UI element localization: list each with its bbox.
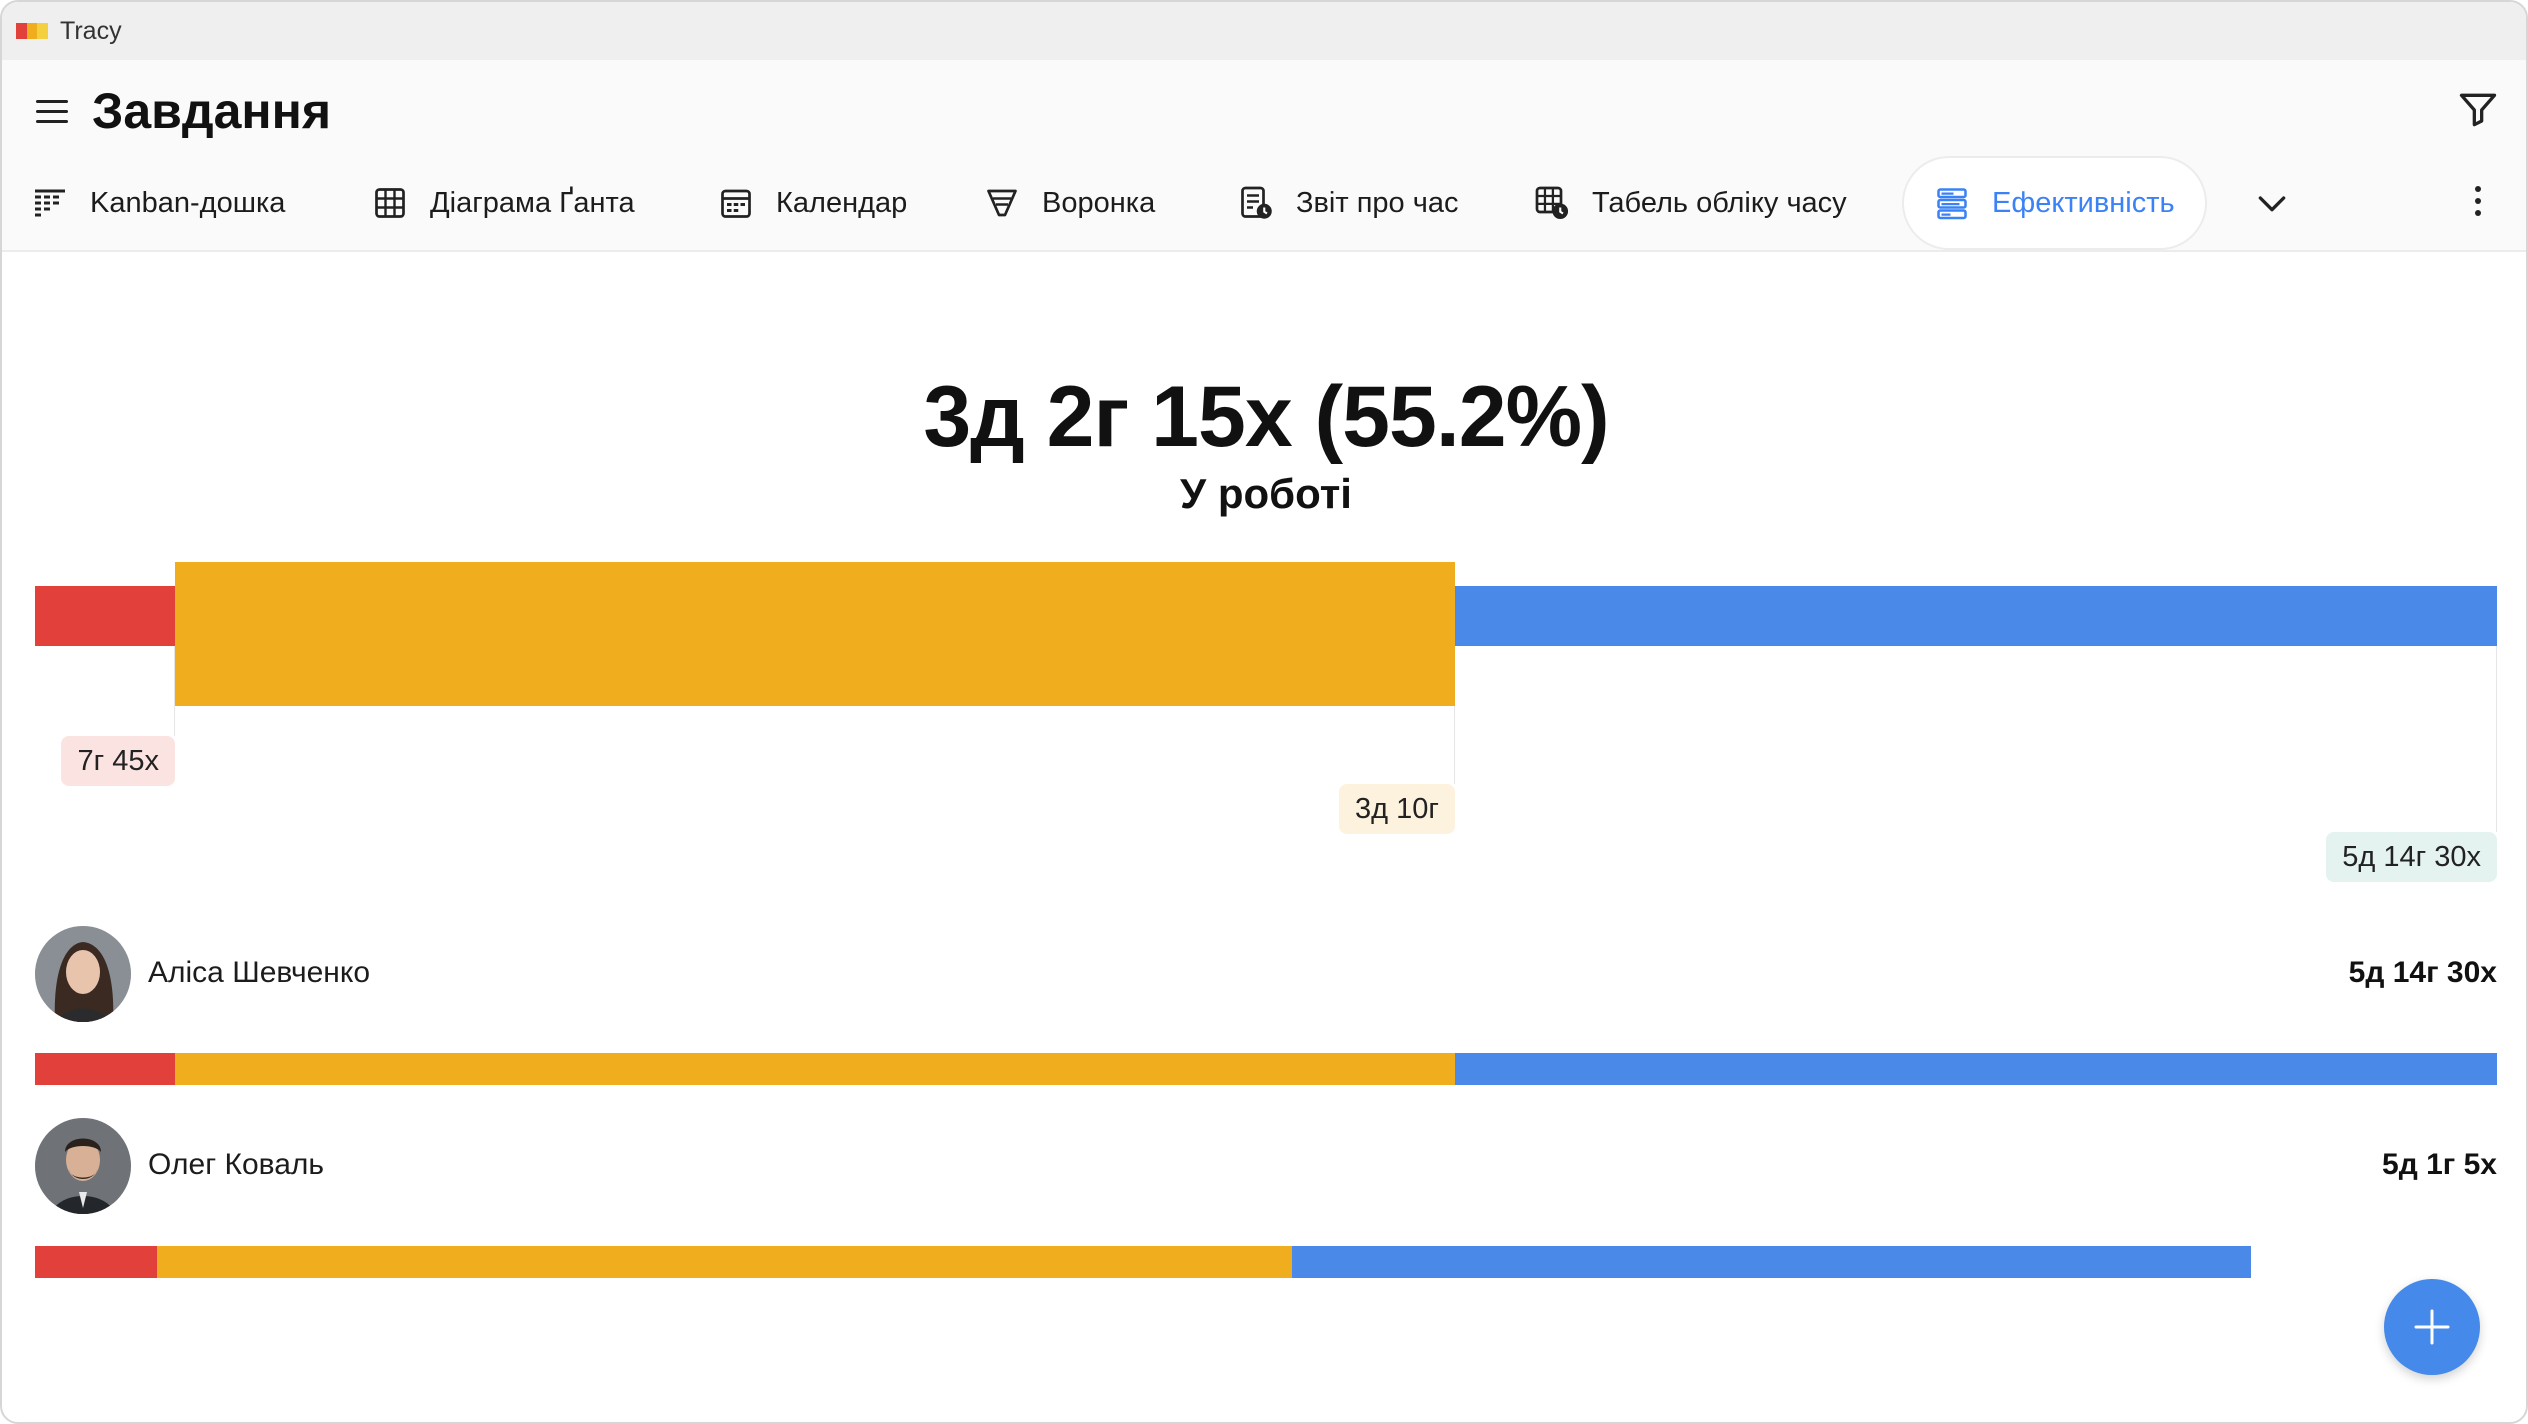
- hamburger-menu-icon[interactable]: [32, 92, 72, 132]
- summary-label: У роботі: [1180, 470, 1352, 517]
- tab-funnel[interactable]: Воронка: [984, 156, 1155, 250]
- divider: [1454, 706, 1455, 784]
- time-breakdown-bar: 7г 45х 3д 10г 5д 14г 30х: [35, 562, 2497, 882]
- person-total-time: 5д 1г 5х: [2382, 1148, 2497, 1181]
- timesheet-icon: [1535, 186, 1569, 220]
- avatar: [35, 1118, 131, 1214]
- segment-blue[interactable]: [1455, 586, 2497, 646]
- add-button[interactable]: [2384, 1279, 2480, 1375]
- segment-yellow: [157, 1246, 1292, 1278]
- avatar: [35, 926, 131, 1022]
- app-logo-icon: [16, 23, 49, 39]
- view-tabs: Kanban-дошка Діаграма Ґанта Календар: [2, 156, 2526, 250]
- tab-label: Календар: [776, 186, 908, 219]
- tab-label: Звіт про час: [1296, 186, 1459, 219]
- segment-yellow[interactable]: [175, 562, 1455, 706]
- segment-blue: [1455, 1053, 2497, 1085]
- divider: [2496, 646, 2497, 832]
- tab-timesheet[interactable]: Табель обліку часу: [1534, 156, 1847, 250]
- summary-value: 3д 2г 15х (55.2%): [923, 369, 1609, 465]
- filter-icon[interactable]: [2456, 88, 2500, 132]
- person-time-bar: [35, 1053, 2497, 1085]
- segment-red: [35, 1246, 157, 1278]
- page-title: Завдання: [92, 83, 331, 139]
- person-row[interactable]: Олег Коваль 5д 1г 5х: [35, 1118, 2497, 1218]
- gantt-icon: [375, 188, 405, 218]
- person-total-time: 5д 14г 30х: [2348, 956, 2497, 989]
- person-name: Олег Коваль: [148, 1148, 325, 1181]
- segment-red: [35, 1053, 175, 1085]
- chevron-down-icon[interactable]: [2252, 183, 2292, 223]
- tab-label: Воронка: [1042, 186, 1156, 219]
- person-time-bar: [35, 1246, 2251, 1278]
- tab-gantt[interactable]: Діаграма Ґанта: [372, 156, 635, 250]
- app-title: Tracy: [60, 16, 122, 45]
- segment-red[interactable]: [35, 586, 175, 646]
- plus-icon: [2414, 1309, 2450, 1345]
- segment-duration-badge: 7г 45х: [61, 736, 175, 786]
- tab-label: Табель обліку часу: [1592, 186, 1847, 219]
- page-header: Завдання Kanban-дошка: [2, 60, 2526, 252]
- efficiency-icon: [1937, 188, 1967, 220]
- tab-kanban[interactable]: Kanban-дошка: [32, 156, 285, 250]
- segment-blue: [1292, 1246, 2251, 1278]
- tab-label: Kanban-дошка: [90, 186, 286, 219]
- title-bar: Tracy: [2, 2, 2526, 60]
- kanban-icon: [35, 189, 65, 217]
- calendar-icon: [721, 189, 751, 218]
- divider: [174, 646, 175, 736]
- tab-calendar[interactable]: Календар: [718, 156, 907, 250]
- funnel-icon: [987, 189, 1017, 217]
- person-row[interactable]: Аліса Шевченко 5д 14г 30х: [35, 926, 2497, 1026]
- time-report-icon: [1241, 186, 1272, 219]
- tab-label: Діаграма Ґанта: [430, 186, 635, 219]
- segment-yellow: [175, 1053, 1455, 1085]
- segment-duration-badge: 3д 10г: [1339, 784, 1455, 834]
- tab-efficiency[interactable]: Ефективність: [1902, 156, 2207, 250]
- tab-time-report[interactable]: Звіт про час: [1238, 156, 1458, 250]
- person-name: Аліса Шевченко: [148, 956, 370, 989]
- more-options-icon[interactable]: [2470, 182, 2486, 224]
- segment-duration-badge: 5д 14г 30х: [2326, 832, 2497, 882]
- tab-label: Ефективність: [1992, 186, 2175, 219]
